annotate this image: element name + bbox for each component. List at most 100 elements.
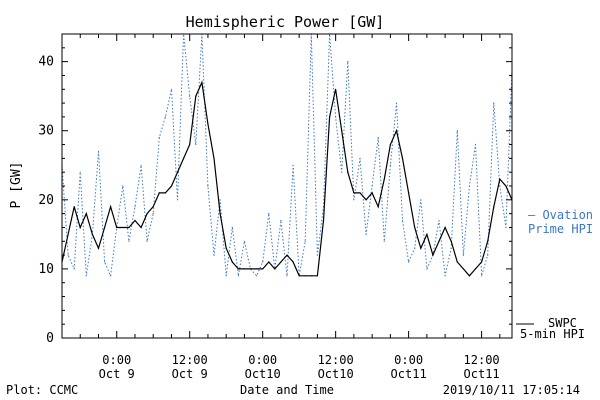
data-point [225, 275, 227, 277]
data-point [170, 88, 173, 90]
x-tick-label-time: 0:00 [102, 353, 131, 367]
data-point [176, 199, 179, 201]
data-point [432, 254, 434, 256]
data-point [256, 275, 258, 277]
data-point [499, 185, 501, 187]
data-point [237, 275, 239, 277]
data-point [225, 247, 227, 249]
data-point [134, 206, 136, 208]
data-point [456, 261, 458, 263]
data-point [213, 254, 215, 256]
data-point [122, 226, 124, 229]
data-point [377, 206, 379, 208]
data-point [122, 185, 124, 187]
series-ovation-prime [61, 33, 513, 278]
y-tick-label: 20 [38, 193, 54, 208]
data-point [213, 157, 215, 159]
series-line [61, 80, 513, 277]
data-point [262, 268, 264, 270]
x-tick-label-date: Oct11 [391, 367, 427, 381]
y-tick-label: 30 [38, 124, 54, 139]
legend-ovation: — Ovation Prime HPI [528, 208, 593, 236]
x-tick-label-date: Oct10 [245, 367, 281, 381]
data-point [341, 171, 343, 173]
data-point [481, 261, 483, 263]
y-axis-label: P [GW] [9, 162, 24, 209]
footer-plot-credit: Plot: CCMC [6, 383, 78, 397]
x-tick-label-time: 12:00 [464, 353, 500, 367]
data-point [128, 226, 130, 229]
data-point [140, 226, 142, 229]
data-point [408, 261, 410, 263]
data-point [468, 275, 470, 277]
data-point [383, 240, 385, 242]
data-point [152, 206, 154, 208]
data-point [505, 226, 507, 229]
data-point [298, 275, 300, 277]
data-point [462, 268, 464, 270]
data-point [256, 268, 258, 270]
data-point [292, 164, 294, 166]
x-tick-label-date: Oct 9 [172, 367, 208, 381]
data-point [164, 192, 166, 194]
data-point [353, 192, 355, 194]
data-point [322, 219, 325, 222]
data-point [67, 233, 69, 235]
data-point [73, 268, 75, 270]
data-point [164, 116, 166, 118]
data-point [389, 164, 391, 166]
data-point [383, 178, 385, 180]
data-point [189, 95, 191, 97]
data-point [110, 275, 112, 277]
data-point [280, 261, 282, 263]
data-point [67, 254, 69, 256]
data-point [207, 123, 209, 125]
x-axis-label: Date and Time [240, 383, 334, 397]
data-point [438, 240, 440, 242]
data-point [444, 275, 446, 277]
data-point [335, 116, 337, 118]
plot-frame [61, 33, 513, 339]
data-point [481, 275, 483, 277]
data-point [128, 240, 130, 242]
data-point [140, 164, 142, 166]
data-point [286, 254, 288, 256]
data-point [438, 219, 440, 222]
data-point [474, 268, 477, 270]
data-point [474, 143, 477, 146]
data-point [268, 261, 270, 263]
data-point [304, 240, 306, 242]
data-point [97, 247, 100, 249]
data-point [329, 116, 331, 118]
data-point [347, 171, 349, 173]
data-point [176, 171, 179, 173]
data-point [450, 247, 452, 249]
data-point [310, 275, 312, 277]
data-point [401, 219, 404, 222]
legend-swpc-line1: SWPC [548, 316, 577, 330]
data-point [195, 143, 197, 146]
data-point [97, 150, 100, 153]
data-point [389, 143, 391, 146]
data-point [249, 268, 252, 270]
data-point [408, 192, 410, 194]
data-point [468, 185, 470, 187]
data-point [201, 81, 203, 83]
x-tick-label-date: Oct11 [464, 367, 500, 381]
data-point [104, 226, 106, 229]
legend-ovation-line2: Prime HPI [528, 222, 593, 236]
data-point [243, 240, 245, 242]
data-point [104, 261, 106, 263]
data-point [146, 213, 148, 215]
series-swpc-hpi [61, 80, 513, 277]
data-point [353, 199, 355, 201]
data-point [219, 199, 221, 201]
data-point [292, 261, 294, 263]
data-point [110, 206, 112, 208]
data-point [183, 157, 185, 159]
legend-swpc: SWPC 5-min HPI [516, 316, 585, 341]
data-point [79, 171, 81, 173]
data-point [341, 130, 343, 132]
